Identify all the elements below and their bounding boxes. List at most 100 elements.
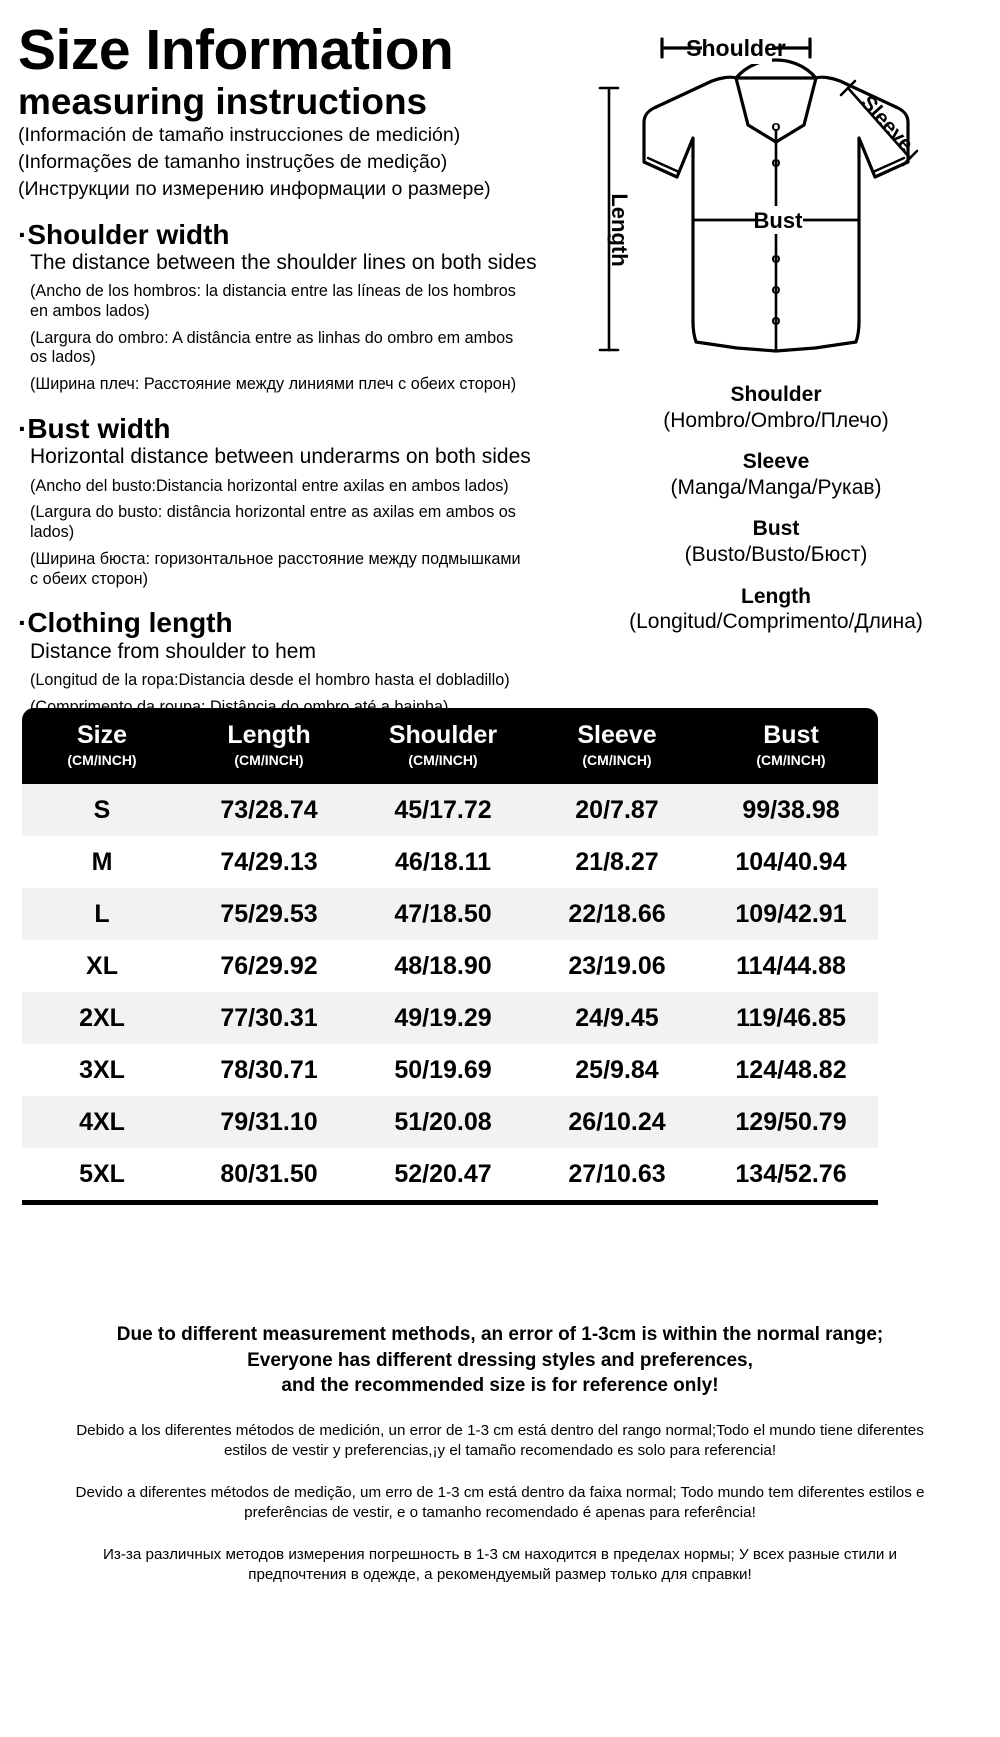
diagram-bust-label: Bust — [754, 208, 804, 233]
legend-item-shoulder: Shoulder (Hombro/Ombro/Плечо) — [552, 382, 1000, 433]
cell-sleeve: 27/10.63 — [530, 1147, 704, 1205]
measurement-description-ru: (Ширина плеч: Расстояние между линиями п… — [30, 375, 517, 394]
table-row: 4XL 79/31.10 51/20.08 26/10.24 129/50.79 — [22, 1095, 878, 1148]
table-row: 3XL 78/30.71 50/19.69 25/9.84 124/48.82 — [22, 1043, 878, 1096]
measurement-description-es: (Ancho del busto:Distancia horizontal en… — [30, 476, 509, 495]
table-row: M 74/29.13 46/18.11 21/8.27 104/40.94 — [22, 835, 878, 888]
legend-item-sleeve: Sleeve (Manga/Manga/Рукав) — [552, 449, 1000, 500]
column-header-bust: Bust (CM/INCH) — [704, 708, 878, 784]
cell-size: M — [22, 835, 182, 888]
legend-name: Length — [741, 584, 811, 608]
measurement-bust-width: ·Bust width Horizontal distance between … — [18, 413, 548, 589]
cell-shoulder: 51/20.08 — [356, 1095, 530, 1148]
cell-bust: 99/38.98 — [704, 783, 878, 836]
legend-translations: (Longitud/Comprimento/Длина) — [629, 610, 923, 634]
cell-bust: 114/44.88 — [704, 939, 878, 992]
instructions-column: Size Information measuring instructions … — [18, 22, 548, 744]
shirt-diagram: o o o o o o Shoulder Bust Length Sleeve — [598, 32, 919, 353]
column-unit: (CM/INCH) — [582, 752, 652, 769]
shirt-body-outline — [642, 75, 910, 353]
cell-sleeve: 24/9.45 — [530, 991, 704, 1044]
column-header-shoulder: Shoulder (CM/INCH) — [356, 708, 530, 784]
sleeve-measure-line — [839, 79, 919, 167]
column-unit: (CM/INCH) — [67, 752, 137, 769]
measurement-heading: ·Shoulder width — [18, 219, 548, 250]
page-title: Size Information — [18, 18, 454, 82]
cell-bust: 129/50.79 — [704, 1095, 878, 1148]
cell-sleeve: 20/7.87 — [530, 783, 704, 836]
cell-shoulder: 48/18.90 — [356, 939, 530, 992]
size-table: Size (CM/INCH) Length (CM/INCH) Shoulder… — [22, 708, 878, 1205]
cell-shoulder: 52/20.47 — [356, 1147, 530, 1205]
cell-length: 74/29.13 — [182, 835, 356, 888]
page-title-translation-pt: (Informações de tamanho instruções de me… — [18, 151, 448, 174]
cell-size: 3XL — [22, 1043, 182, 1096]
diagram-shoulder-label: Shoulder — [686, 35, 786, 61]
column-title: Sleeve — [577, 721, 657, 749]
table-row: S 73/28.74 45/17.72 20/7.87 99/38.98 — [22, 783, 878, 836]
cell-length: 77/30.31 — [182, 991, 356, 1044]
top-section: Size Information measuring instructions … — [0, 0, 1000, 743]
svg-text:o: o — [771, 250, 780, 267]
svg-text:o: o — [771, 154, 780, 171]
column-title: Shoulder — [388, 721, 498, 749]
measurement-description-en: The distance between the shoulder lines … — [30, 251, 537, 274]
svg-text:o: o — [771, 312, 780, 329]
cell-sleeve: 26/10.24 — [530, 1095, 704, 1148]
table-header-row: Size (CM/INCH) Length (CM/INCH) Shoulder… — [22, 708, 878, 784]
size-table-body: S 73/28.74 45/17.72 20/7.87 99/38.98 M 7… — [22, 783, 878, 1205]
collar-neckline — [734, 58, 818, 80]
cell-length: 78/30.71 — [182, 1043, 356, 1096]
legend-item-bust: Bust (Busto/Busto/Бюст) — [552, 516, 1000, 567]
cell-size: XL — [22, 939, 182, 992]
measurement-heading: ·Clothing length — [18, 607, 548, 638]
column-header-size: Size (CM/INCH) — [22, 708, 182, 784]
legend-translations: (Manga/Manga/Рукав) — [670, 475, 882, 499]
disclaimer-pt: Devido a diferentes métodos de medição, … — [75, 1484, 925, 1522]
cell-sleeve: 22/18.66 — [530, 887, 704, 940]
bullet-icon: · — [18, 218, 28, 250]
column-unit: (CM/INCH) — [234, 752, 304, 769]
measurement-name: Clothing length — [27, 607, 233, 639]
cell-size: 4XL — [22, 1095, 182, 1148]
column-unit: (CM/INCH) — [756, 752, 826, 769]
cell-bust: 104/40.94 — [704, 835, 878, 888]
disclaimer-ru: Из-за различных методов измерения погреш… — [102, 1546, 898, 1584]
legend-name: Shoulder — [730, 383, 822, 406]
page-title-translation-es: (Información de tamaño instrucciones de … — [18, 124, 461, 147]
measurement-shoulder-width: ·Shoulder width The distance between the… — [18, 219, 548, 395]
table-row: XL 76/29.92 48/18.90 23/19.06 114/44.88 — [22, 939, 878, 992]
cell-length: 80/31.50 — [182, 1147, 356, 1205]
cell-shoulder: 50/19.69 — [356, 1043, 530, 1096]
svg-text:o: o — [771, 118, 780, 135]
measurement-legend: Shoulder (Hombro/Ombro/Плечо) Sleeve (Ma… — [552, 382, 1000, 635]
cell-length: 75/29.53 — [182, 887, 356, 940]
page-title-translation-ru: (Инструкции по измерению информации о ра… — [18, 177, 491, 200]
cell-length: 76/29.92 — [182, 939, 356, 992]
cell-length: 79/31.10 — [182, 1095, 356, 1148]
legend-translations: (Busto/Busto/Бюст) — [684, 543, 868, 567]
cell-bust: 109/42.91 — [704, 887, 878, 940]
column-title: Length — [227, 721, 311, 749]
disclaimer-es: Debido a los diferentes métodos de medic… — [76, 1421, 924, 1459]
svg-text:o: o — [771, 281, 780, 298]
measurement-description-en: Distance from shoulder to hem — [30, 639, 316, 663]
cell-sleeve: 23/19.06 — [530, 939, 704, 992]
table-row: 2XL 77/30.31 49/19.29 24/9.45 119/46.85 — [22, 991, 878, 1044]
legend-translations: (Hombro/Ombro/Плечо) — [663, 408, 889, 432]
cell-shoulder: 45/17.72 — [356, 783, 530, 836]
legend-name: Sleeve — [742, 450, 810, 474]
bullet-icon: · — [18, 413, 28, 445]
measurement-description-es: (Longitud de la ropa:Distancia desde el … — [30, 670, 510, 689]
cell-bust: 124/48.82 — [704, 1043, 878, 1096]
cell-sleeve: 21/8.27 — [530, 835, 704, 888]
cell-size: S — [22, 783, 182, 836]
measurement-description-ru: (Ширина бюста: горизонтальное расстояние… — [30, 549, 521, 588]
cell-bust: 134/52.76 — [704, 1147, 878, 1205]
size-table-head: Size (CM/INCH) Length (CM/INCH) Shoulder… — [22, 708, 878, 784]
cell-sleeve: 25/9.84 — [530, 1043, 704, 1096]
size-table-wrapper: Size (CM/INCH) Length (CM/INCH) Shoulder… — [22, 708, 878, 1205]
cell-length: 73/28.74 — [182, 783, 356, 836]
bullet-icon: · — [18, 607, 28, 639]
table-row: L 75/29.53 47/18.50 22/18.66 109/42.91 — [22, 887, 878, 940]
